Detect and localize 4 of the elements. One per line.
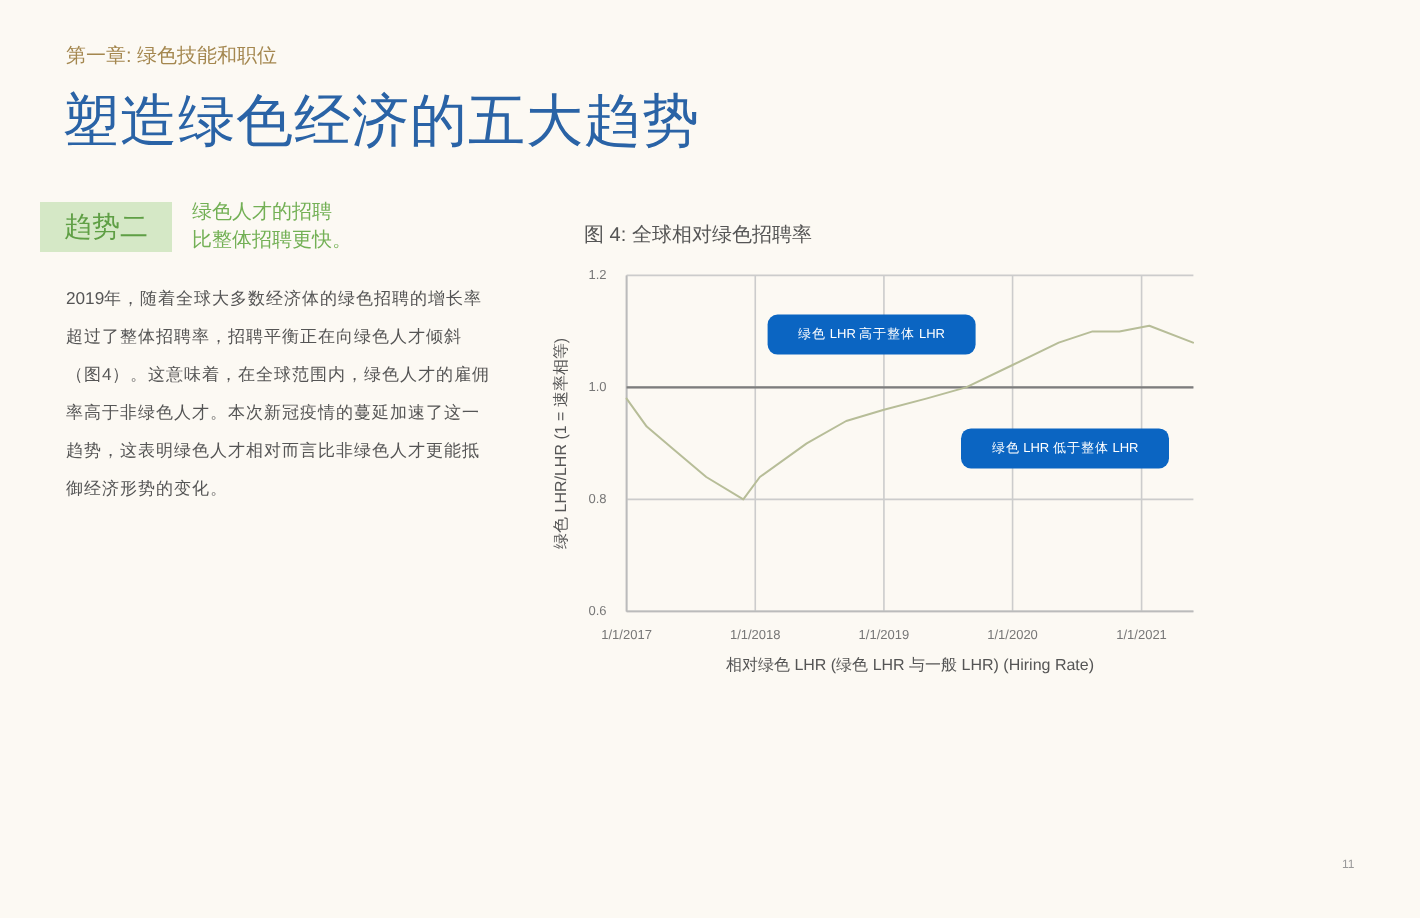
line-series	[625, 324, 1195, 501]
chart-title: 图 4: 全球相对绿色招聘率	[584, 223, 812, 248]
x-axis-title: 相对绿色 LHR (绿色 LHR 与一般 LHR) (Hiring Rate)	[725, 656, 1095, 675]
y-axis-title: 绿色 LHR/LHR (1 = 速率相等)	[552, 337, 571, 549]
